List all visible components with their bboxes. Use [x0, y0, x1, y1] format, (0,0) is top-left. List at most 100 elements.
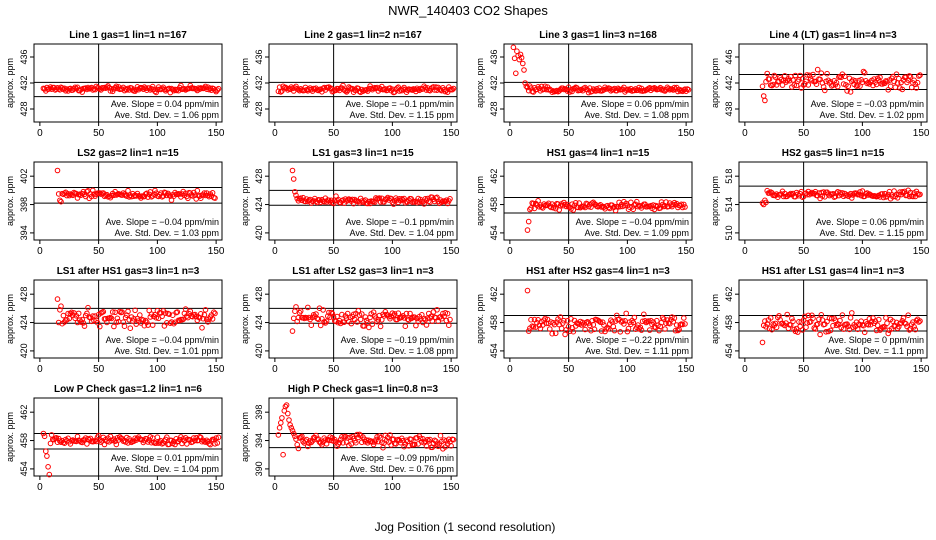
- x-tick-label: 0: [507, 128, 513, 139]
- data-point: [448, 443, 454, 449]
- data-point: [185, 195, 191, 202]
- data-point: [520, 60, 526, 67]
- plot-frame: [268, 161, 458, 241]
- data-point: [343, 89, 350, 95]
- data-point: [279, 415, 285, 421]
- data-point: [611, 204, 618, 210]
- data-point: [288, 425, 295, 431]
- y-axis-label: approx. ppm: [5, 58, 15, 108]
- plot-frame: [503, 161, 693, 241]
- x-tick-label: 150: [443, 246, 460, 257]
- data-point: [854, 326, 861, 333]
- data-point: [413, 322, 419, 329]
- data-point: [107, 314, 114, 321]
- data-point: [913, 85, 920, 91]
- data-point: [865, 322, 872, 328]
- data-point: [295, 445, 302, 452]
- data-point: [679, 204, 686, 211]
- data-point: [624, 328, 631, 335]
- data-point: [884, 320, 890, 327]
- data-point: [75, 310, 82, 317]
- y-tick-label: 510: [724, 225, 734, 240]
- data-point: [79, 316, 85, 323]
- data-point: [198, 311, 204, 317]
- data-point: [583, 319, 590, 326]
- panel-3: Line 3 gas=1 lin=3 n=168 0 50 100 150 428 432 4…: [475, 30, 695, 139]
- y-tick-label: 458: [489, 315, 499, 330]
- panel-13: Low P Check gas=1.2 lin=1 n=6 0 50 100 150 45…: [5, 384, 225, 493]
- data-point: [912, 326, 919, 333]
- data-point: [524, 227, 531, 233]
- y-axis-label: approx. ppm: [475, 58, 485, 108]
- data-point: [402, 323, 409, 330]
- x-tick-label: 100: [149, 364, 166, 375]
- data-point: [812, 188, 819, 195]
- y-tick-label: 518: [724, 169, 734, 184]
- plot-frame: [503, 279, 693, 359]
- data-point: [390, 201, 397, 207]
- data-point: [670, 318, 677, 325]
- data-point: [552, 330, 559, 337]
- data-point: [387, 432, 393, 438]
- panel-title: Low P Check gas=1.2 lin=1 n=6: [54, 384, 202, 395]
- data-point: [315, 436, 322, 442]
- y-axis-label: approx. ppm: [710, 294, 720, 344]
- data-point: [339, 311, 345, 318]
- y-axis-label: approx. ppm: [710, 58, 720, 108]
- data-point: [790, 318, 796, 325]
- data-point: [876, 77, 882, 83]
- data-point: [631, 87, 638, 94]
- data-point: [845, 83, 852, 89]
- std-dev-annotation: Ave. Std. Dev. = 1.15 ppm: [820, 228, 924, 238]
- data-points: [275, 402, 457, 458]
- data-point: [133, 86, 139, 93]
- data-point: [57, 438, 63, 444]
- data-point: [883, 315, 889, 321]
- data-point: [287, 422, 293, 428]
- data-point: [672, 327, 679, 334]
- y-axis-label: approx. ppm: [475, 294, 485, 344]
- data-point: [838, 74, 845, 81]
- data-point: [524, 287, 531, 294]
- data-point: [759, 83, 766, 90]
- data-point: [426, 438, 432, 444]
- data-point: [619, 318, 626, 324]
- data-point: [307, 438, 313, 444]
- slope-annotation: Ave. Slope = −0.1 ppm/min: [346, 99, 454, 109]
- data-point: [899, 189, 906, 195]
- data-point: [822, 87, 828, 94]
- x-tick-label: 50: [798, 128, 810, 139]
- data-point: [792, 328, 799, 335]
- data-point: [162, 310, 169, 316]
- data-points: [289, 167, 453, 207]
- data-point: [437, 432, 444, 439]
- data-point: [877, 74, 883, 81]
- panel-grid: Line 1 gas=1 lin=1 n=167 0 50 100 150 428 432 4…: [5, 30, 930, 493]
- data-point: [424, 436, 431, 443]
- data-point: [829, 83, 835, 89]
- data-point: [917, 318, 923, 324]
- data-point: [874, 322, 881, 329]
- data-point: [275, 432, 282, 438]
- x-tick-label: 0: [272, 482, 278, 493]
- x-tick-label: 150: [913, 364, 930, 375]
- data-point: [315, 316, 322, 323]
- y-tick-label: 432: [489, 75, 499, 90]
- data-point: [906, 327, 913, 333]
- x-tick-label: 150: [678, 128, 695, 139]
- data-point: [289, 427, 296, 434]
- data-point: [820, 84, 827, 90]
- y-tick-label: 424: [19, 315, 29, 330]
- panel-title: LS1 after HS1 gas=3 lin=1 n=3: [57, 266, 200, 277]
- data-point: [312, 195, 318, 202]
- x-tick-label: 50: [798, 246, 810, 257]
- data-point: [598, 328, 605, 334]
- data-point: [401, 315, 407, 321]
- data-point: [591, 326, 598, 333]
- data-point: [149, 322, 156, 328]
- data-point: [891, 78, 897, 85]
- data-point: [547, 326, 553, 332]
- y-axis-label: approx. ppm: [240, 294, 250, 344]
- data-point: [214, 87, 221, 93]
- data-point: [852, 78, 859, 84]
